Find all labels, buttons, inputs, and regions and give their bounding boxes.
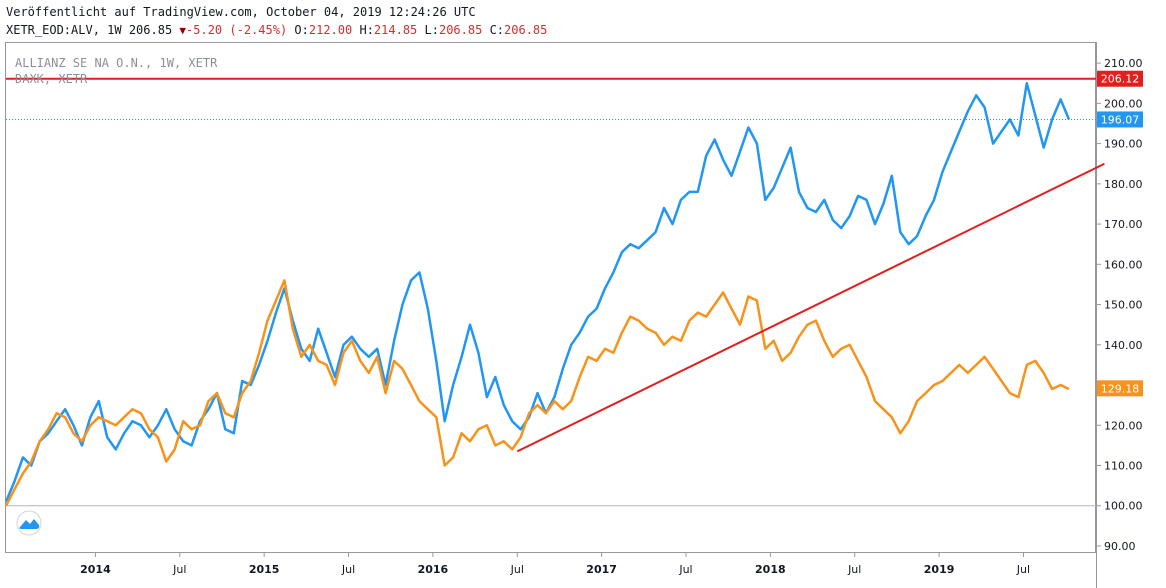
x-tick-label: 2018 [755,563,786,576]
daxk-last-price-label: 129.18 [1101,382,1140,395]
chart-legend: ALLIANZ SE NA O.N., 1W, XETR DAXK, XETR [15,55,217,87]
open-label: O: [294,23,309,37]
x-tick-label: Jul [678,563,692,576]
low-value: 206.85 [438,23,483,37]
symbol-label: XETR_EOD:ALV, 1W 206.85 [6,23,173,37]
x-tick-label: Jul [172,563,186,576]
down-triangle-icon: ▼ [179,24,187,37]
x-tick-label: 2019 [924,563,955,576]
x-tick-label: 2015 [249,563,280,576]
y-tick-label: 100.00 [1104,500,1143,513]
x-tick-label: Jul [510,563,524,576]
legend-main-series: ALLIANZ SE NA O.N., 1W, XETR [15,56,218,70]
resistance-price-label-bg [1097,70,1143,87]
daxk-last-price-label-bg [1097,380,1143,397]
x-tick-label: Jul [1016,563,1030,576]
y-tick-label: 210.00 [1104,57,1143,70]
legend-compare-series: DAXK, XETR [15,72,88,86]
x-tick-label: Jul [341,563,355,576]
high-value: 214.85 [373,23,418,37]
allianz-last-price-label-bg [1097,111,1143,128]
ohlc-info: XETR_EOD:ALV, 1W 206.85 ▼-5.20 (-2.45%) … [6,23,1096,38]
y-tick-label: 200.00 [1104,97,1143,110]
x-tick-label: 2017 [586,563,617,576]
y-tick-label: 180.00 [1104,178,1143,191]
y-tick-label: 170.00 [1104,218,1143,231]
y-tick-label: 140.00 [1104,339,1143,352]
allianz-series-line [4,81,1071,503]
x-tick-label: 2016 [418,563,449,576]
open-value: 212.00 [308,23,353,37]
y-tick-label: 120.00 [1104,419,1143,432]
x-tick-label: 2014 [80,563,111,576]
y-tick-label: 90.00 [1104,540,1136,553]
published-info: Veröffentlicht auf TradingView.com, Octo… [6,5,476,19]
y-tick-label: 150.00 [1104,299,1143,312]
chart-header: Veröffentlicht auf TradingView.com, Octo… [6,0,1096,38]
y-tick-label: 110.00 [1104,459,1143,472]
resistance-price-label: 206.12 [1101,73,1140,86]
support-trendline [516,162,1105,453]
x-tick-label: Jul [847,563,861,576]
plot-frame [5,42,1096,553]
daxk-series-line [4,279,1070,507]
close-value: 206.85 [504,23,548,37]
y-tick-label: 190.00 [1104,138,1143,151]
low-label: L: [424,23,439,37]
high-label: H: [359,23,374,37]
allianz-last-price-label: 196.07 [1101,113,1140,126]
tradingview-logo-icon[interactable] [12,510,46,536]
close-label: C: [489,23,505,37]
change-value: -5.20 (-2.45%) [186,23,288,37]
y-tick-label: 160.00 [1104,258,1143,271]
